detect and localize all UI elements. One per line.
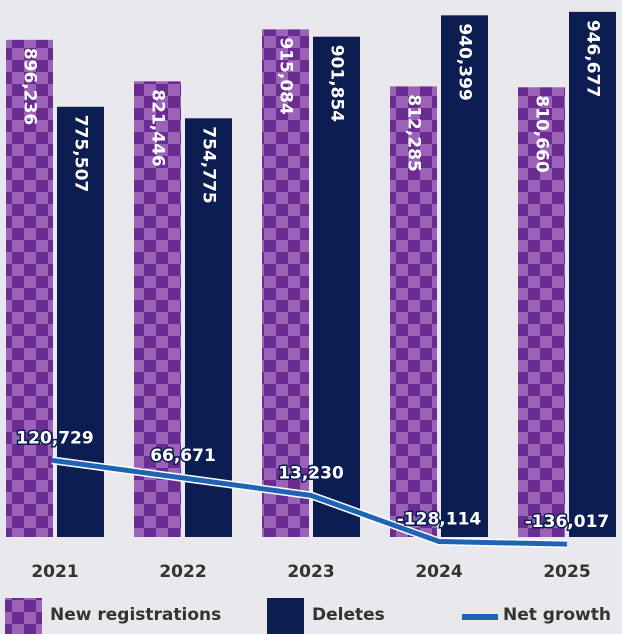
x-tick-label: 2025 — [543, 562, 590, 582]
x-tick-label: 2021 — [31, 562, 78, 582]
x-tick-label: 2023 — [287, 562, 334, 582]
line-value-label: 66,671 — [150, 446, 216, 466]
legend-label: Deletes — [312, 605, 385, 625]
value-label: 754,775 — [199, 126, 219, 203]
line — [51, 457, 568, 547]
legend-label: Net growth — [503, 605, 611, 625]
bar — [313, 36, 360, 537]
x-tick-label: 2024 — [415, 562, 462, 582]
bar — [441, 15, 488, 537]
bar — [185, 118, 232, 538]
legend-label: New registrations — [50, 605, 221, 625]
value-label: 940,399 — [455, 23, 475, 100]
line-value-label: -128,114 — [397, 510, 482, 530]
value-label: 896,236 — [20, 48, 40, 125]
value-label: 775,507 — [71, 115, 91, 192]
line-value-label: 13,230 — [278, 463, 344, 483]
bar — [518, 87, 565, 538]
legend-swatch — [462, 614, 498, 620]
bar — [390, 86, 437, 538]
bar — [134, 81, 181, 538]
legend-swatch — [5, 598, 42, 634]
x-tick-label: 2022 — [159, 562, 206, 582]
value-label: 812,285 — [404, 94, 424, 171]
value-label: 901,854 — [327, 45, 347, 123]
bar — [6, 39, 53, 538]
value-label: 915,084 — [276, 37, 296, 115]
value-label: 821,446 — [148, 89, 168, 166]
line-value-label: -136,017 — [525, 512, 610, 532]
bar — [262, 29, 309, 537]
value-label: 810,660 — [532, 95, 552, 173]
line-value-label: 120,729 — [16, 428, 93, 448]
bar — [569, 11, 616, 538]
value-label: 946,677 — [583, 20, 603, 97]
legend-swatch — [267, 598, 304, 634]
